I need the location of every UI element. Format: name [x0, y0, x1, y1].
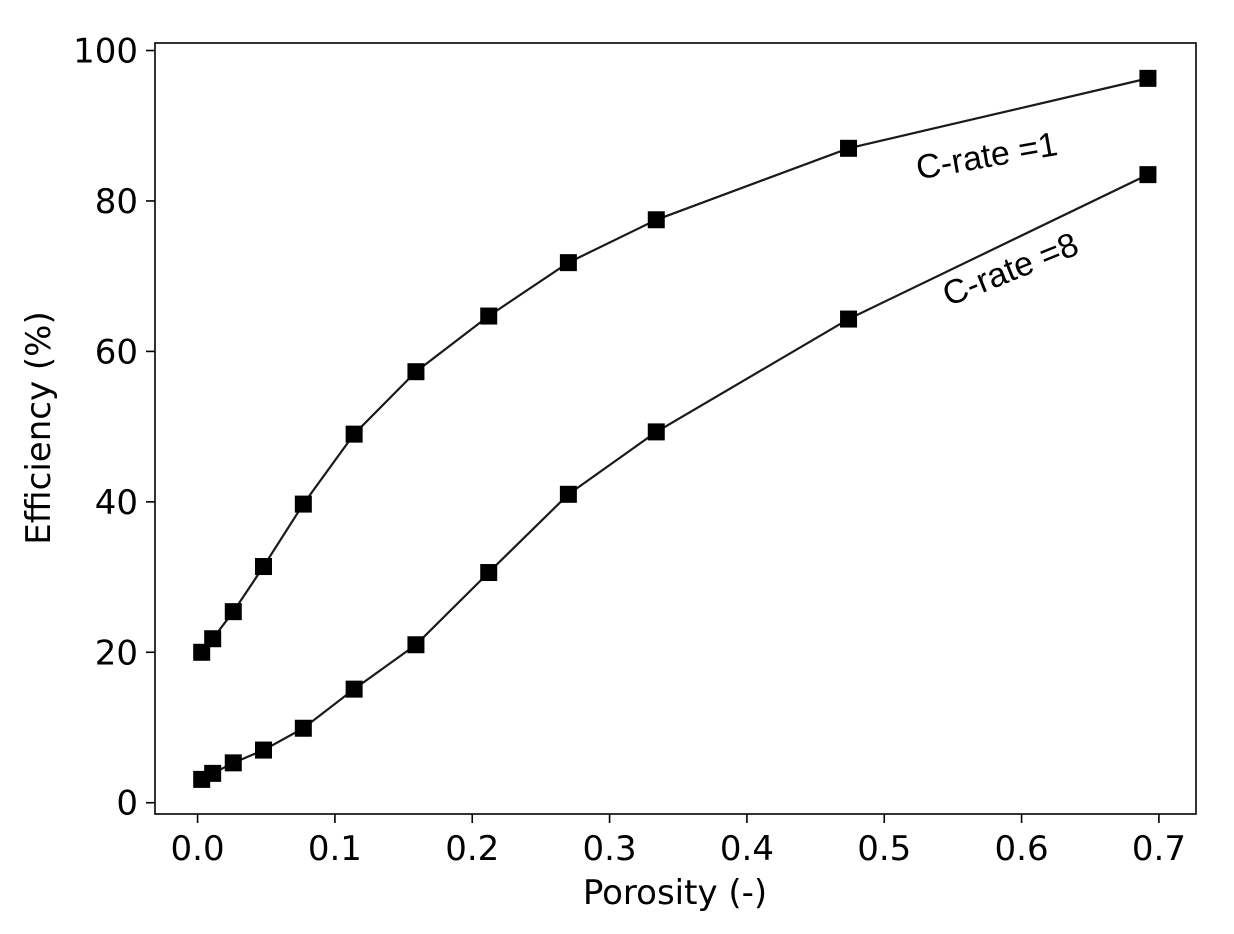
x-tick-label: 0.5 — [857, 829, 911, 869]
data-point — [224, 603, 242, 621]
y-tick-label: 20 — [95, 633, 138, 673]
y-axis-label: Efficiency (%) — [19, 311, 59, 544]
x-tick-label: 0.7 — [1132, 829, 1186, 869]
x-axis: 0.0 0.1 0.2 0.3 0.4 0.5 0.6 0.7 — [171, 814, 1186, 869]
data-point — [193, 643, 211, 661]
plot-area — [155, 43, 1196, 814]
data-point — [224, 754, 242, 772]
data-point — [204, 764, 222, 782]
data-point — [1139, 166, 1157, 184]
series-layer — [193, 69, 1157, 788]
y-tick-label: 80 — [95, 182, 138, 222]
data-point — [254, 558, 272, 576]
data-point — [647, 423, 665, 441]
plot-frame — [154, 42, 1197, 815]
y-tick-label: 40 — [95, 483, 138, 523]
data-point — [480, 564, 498, 582]
x-axis-label: Porosity (-) — [583, 873, 767, 913]
data-point — [345, 680, 363, 698]
x-tick-label: 0.4 — [720, 829, 774, 869]
data-point — [647, 211, 665, 229]
y-tick-label: 0 — [116, 784, 138, 824]
data-point — [480, 307, 498, 325]
data-point — [407, 363, 425, 381]
data-point — [204, 630, 222, 648]
data-point — [559, 254, 577, 272]
x-tick-label: 0.6 — [995, 829, 1049, 869]
data-point — [1139, 69, 1157, 87]
data-point — [294, 495, 312, 513]
data-point — [254, 741, 272, 759]
data-point — [407, 636, 425, 654]
y-tick-label: 100 — [73, 32, 138, 72]
x-tick-label: 0.2 — [445, 829, 499, 869]
data-point — [345, 425, 363, 443]
data-point — [294, 719, 312, 737]
x-tick-label: 0.1 — [308, 829, 362, 869]
data-point — [840, 310, 858, 328]
x-tick-label: 0.0 — [171, 829, 225, 869]
x-tick-label: 0.3 — [583, 829, 637, 869]
data-point — [840, 139, 858, 157]
data-point — [559, 485, 577, 503]
y-tick-label: 60 — [95, 332, 138, 372]
y-axis: 0 20 40 60 80 100 — [73, 32, 155, 824]
